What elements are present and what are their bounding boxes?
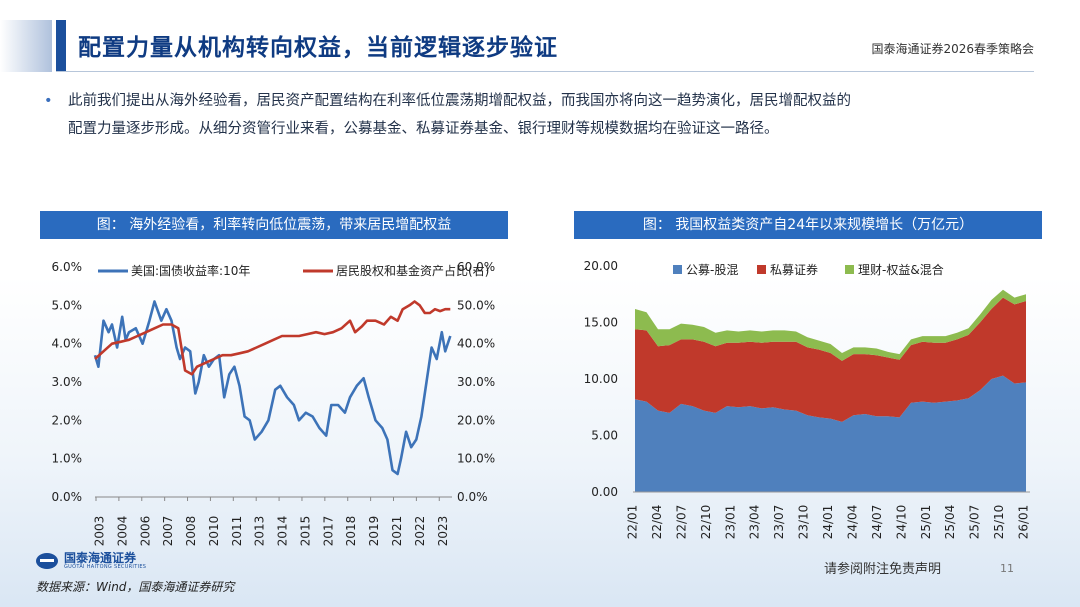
y-right-tick-label: 10.0% bbox=[457, 452, 495, 466]
bullet-line-2: 配置力量逐步形成。从细分资管行业来看，公募基金、私募证券基金、银行理财等规模数据… bbox=[68, 121, 779, 137]
x-tick-label: 22/04 bbox=[650, 505, 664, 540]
series-line-household-equity bbox=[94, 300, 451, 376]
area-public-equity-funds bbox=[635, 375, 1026, 492]
x-tick-label: 24/04 bbox=[845, 505, 859, 540]
logo-text: 国泰海通证券 bbox=[64, 551, 137, 565]
series-line-us-yield bbox=[93, 300, 452, 476]
y-tick-label: 0.00 bbox=[591, 485, 618, 499]
logo-icon bbox=[36, 553, 58, 569]
x-tick-label: 2013 bbox=[253, 516, 267, 547]
bullet-icon: • bbox=[44, 93, 53, 109]
y-tick-label: 15.00 bbox=[584, 316, 618, 330]
title-accent-bar bbox=[56, 20, 66, 72]
legend-label: 私募证券 bbox=[770, 262, 818, 277]
bullet-paragraph: • 此前我们提出从海外经验看，居民资产配置结构在利率低位震荡期增配权益，而我国亦… bbox=[44, 87, 994, 143]
chart-2-title: 图： 我国权益类资产自24年以来规模增长（万亿元） bbox=[574, 211, 1042, 239]
y-left-tick-label: 6.0% bbox=[52, 260, 83, 274]
legend-label: 居民股权和基金资产占比(右) bbox=[336, 263, 489, 278]
y-right-tick-label: 30.0% bbox=[457, 375, 495, 389]
page-title: 配置力量从机构转向权益，当前逻辑逐步验证 bbox=[78, 35, 558, 61]
x-tick-label: 2017 bbox=[321, 516, 335, 547]
y-right-tick-label: 20.0% bbox=[457, 413, 495, 427]
y-tick-label: 5.00 bbox=[591, 429, 618, 443]
x-tick-label: 2023 bbox=[436, 516, 450, 547]
x-tick-label: 2021 bbox=[390, 516, 404, 547]
x-tick-label: 2018 bbox=[344, 516, 358, 547]
x-tick-label: 23/01 bbox=[723, 505, 737, 540]
y-right-tick-label: 40.0% bbox=[457, 337, 495, 351]
legend-swatch bbox=[757, 265, 766, 274]
x-tick-label: 22/01 bbox=[626, 505, 640, 540]
x-tick-label: 2006 bbox=[138, 516, 152, 547]
page-number: 11 bbox=[1000, 562, 1014, 575]
x-tick-label: 2011 bbox=[230, 516, 244, 547]
y-tick-label: 20.00 bbox=[584, 259, 618, 273]
x-tick-label: 24/07 bbox=[870, 505, 884, 540]
x-tick-label: 2019 bbox=[367, 516, 381, 547]
y-left-tick-label: 2.0% bbox=[52, 413, 83, 427]
x-tick-label: 22/07 bbox=[674, 505, 688, 540]
legend-swatch bbox=[845, 265, 854, 274]
disclaimer-link[interactable]: 请参阅附注免责声明 bbox=[824, 562, 942, 577]
legend-swatch bbox=[673, 265, 682, 274]
y-left-tick-label: 1.0% bbox=[52, 452, 83, 466]
x-tick-label: 25/04 bbox=[943, 505, 957, 540]
event-name: 国泰海通证券2026春季策略会 bbox=[871, 42, 1034, 56]
logo-subtext: GUOTAI HAITONG SECURITIES bbox=[64, 564, 147, 570]
legend-label: 美国:国债收益率:10年 bbox=[131, 263, 250, 278]
x-tick-label: 2014 bbox=[276, 516, 290, 547]
y-left-tick-label: 4.0% bbox=[52, 337, 83, 351]
x-tick-label: 2015 bbox=[298, 516, 312, 547]
x-tick-label: 22/10 bbox=[699, 505, 713, 540]
y-tick-label: 10.00 bbox=[584, 372, 618, 386]
x-tick-label: 23/04 bbox=[748, 505, 762, 540]
x-tick-label: 25/07 bbox=[968, 505, 982, 540]
x-tick-label: 2004 bbox=[115, 516, 129, 547]
y-left-tick-label: 5.0% bbox=[52, 298, 83, 312]
chart-1-title: 图： 海外经验看，利率转向低位震荡，带来居民增配权益 bbox=[40, 211, 508, 239]
title-accent-gradient bbox=[0, 20, 52, 72]
x-tick-label: 26/01 bbox=[1017, 505, 1031, 540]
x-tick-label: 2007 bbox=[161, 516, 175, 547]
chart-2-area-chart: 0.00 5.00 10.00 15.00 20.00 22/01 22/04 22/07 22… bbox=[584, 259, 1031, 540]
x-tick-label: 2010 bbox=[207, 516, 221, 547]
x-tick-label: 24/10 bbox=[894, 505, 908, 540]
area-private-securities bbox=[635, 297, 1026, 422]
area-wealth-mgmt-equity bbox=[635, 289, 1026, 361]
chart-1-line-chart: 0.0% 1.0% 2.0% 3.0% 4.0% 5.0% 6.0% 0.0% 10.0% 20.… bbox=[52, 260, 496, 547]
x-tick-label: 23/10 bbox=[797, 505, 811, 540]
x-tick-label: 25/01 bbox=[919, 505, 933, 540]
y-left-tick-label: 0.0% bbox=[52, 490, 83, 504]
x-tick-label: 2003 bbox=[93, 516, 107, 547]
y-right-tick-label: 50.0% bbox=[457, 298, 495, 312]
y-left-tick-label: 3.0% bbox=[52, 375, 83, 389]
legend-label: 公募-股混 bbox=[686, 263, 738, 277]
y-right-tick-label: 0.0% bbox=[457, 490, 488, 504]
x-tick-label: 23/07 bbox=[772, 505, 786, 540]
company-logo: 国泰海通证券 GUOTAI HAITONG SECURITIES bbox=[36, 552, 146, 570]
x-tick-label: 25/10 bbox=[992, 505, 1006, 540]
x-tick-label: 2022 bbox=[413, 516, 427, 547]
legend-label: 理财-权益&混合 bbox=[858, 262, 944, 277]
header-divider bbox=[56, 71, 1034, 72]
data-source: 数据来源：Wind，国泰海通证券研究 bbox=[36, 580, 235, 594]
y-right-tick-label: 60.0% bbox=[457, 260, 495, 274]
x-tick-label: 2008 bbox=[184, 516, 198, 547]
x-tick-label: 24/01 bbox=[821, 505, 835, 540]
bullet-line-1: 此前我们提出从海外经验看，居民资产配置结构在利率低位震荡期增配权益，而我国亦将向… bbox=[68, 93, 851, 109]
